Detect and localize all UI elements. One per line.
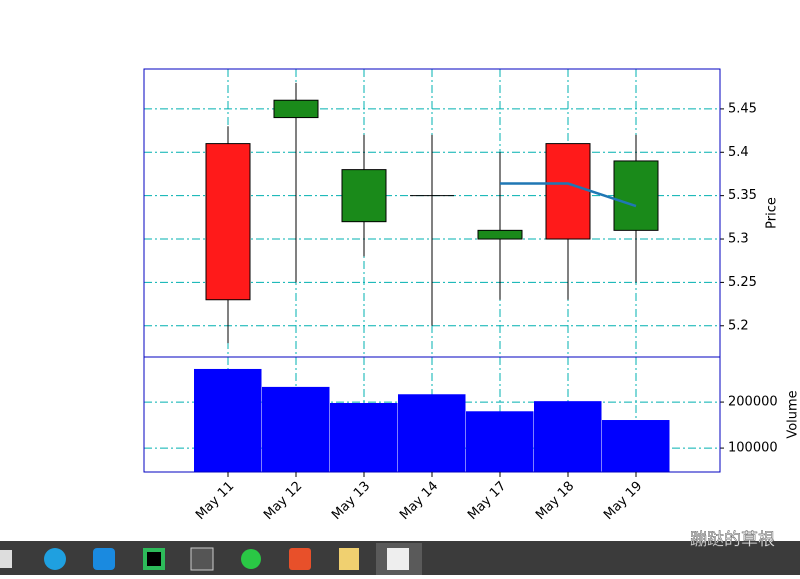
volume-bar <box>602 420 670 472</box>
icon <box>241 549 261 569</box>
icon <box>0 550 12 568</box>
volume-bar <box>330 403 398 472</box>
x-tick-label: May 17 <box>465 479 509 523</box>
body <box>478 230 522 239</box>
icon <box>147 552 161 566</box>
x-tick-label: May 12 <box>261 479 305 523</box>
icon <box>44 548 66 570</box>
x-tick-label: May 14 <box>397 479 441 523</box>
icon <box>289 548 311 570</box>
volume-bar <box>262 387 330 472</box>
icon <box>339 548 359 570</box>
watermark: 蹦跶的草根 <box>690 530 775 550</box>
volume-bar <box>466 411 534 472</box>
icon <box>191 548 213 570</box>
icon <box>387 548 409 570</box>
x-tick-label: May 19 <box>601 479 645 523</box>
y-tick-label: 5.35 <box>728 188 757 203</box>
volume-bar <box>194 369 262 472</box>
x-tick-label: May 18 <box>533 479 577 523</box>
y-tick-label: 5.4 <box>728 145 749 160</box>
y-axis-label: Price <box>765 197 780 229</box>
volume-bar <box>398 394 466 472</box>
x-tick-label: May 11 <box>193 479 237 523</box>
body <box>274 100 318 117</box>
y-tick-label: 5.3 <box>728 232 749 247</box>
body <box>342 170 386 222</box>
body <box>614 161 658 230</box>
y-tick-label: 100000 <box>728 441 778 456</box>
icon <box>93 548 115 570</box>
y-tick-label: 5.25 <box>728 275 757 290</box>
volume-bar <box>534 401 602 472</box>
body <box>206 144 250 300</box>
y-axis-label: Volume <box>786 390 800 438</box>
y-tick-label: 5.2 <box>728 318 749 333</box>
plots: 5.2 5.25 5.3 5.35 5.4 5.45 Price 100000 200000 Vo… <box>144 69 800 523</box>
x-tick-label: May 13 <box>329 479 373 523</box>
body <box>546 144 590 239</box>
y-tick-label: 200000 <box>728 395 778 410</box>
y-tick-label: 5.45 <box>728 101 757 116</box>
